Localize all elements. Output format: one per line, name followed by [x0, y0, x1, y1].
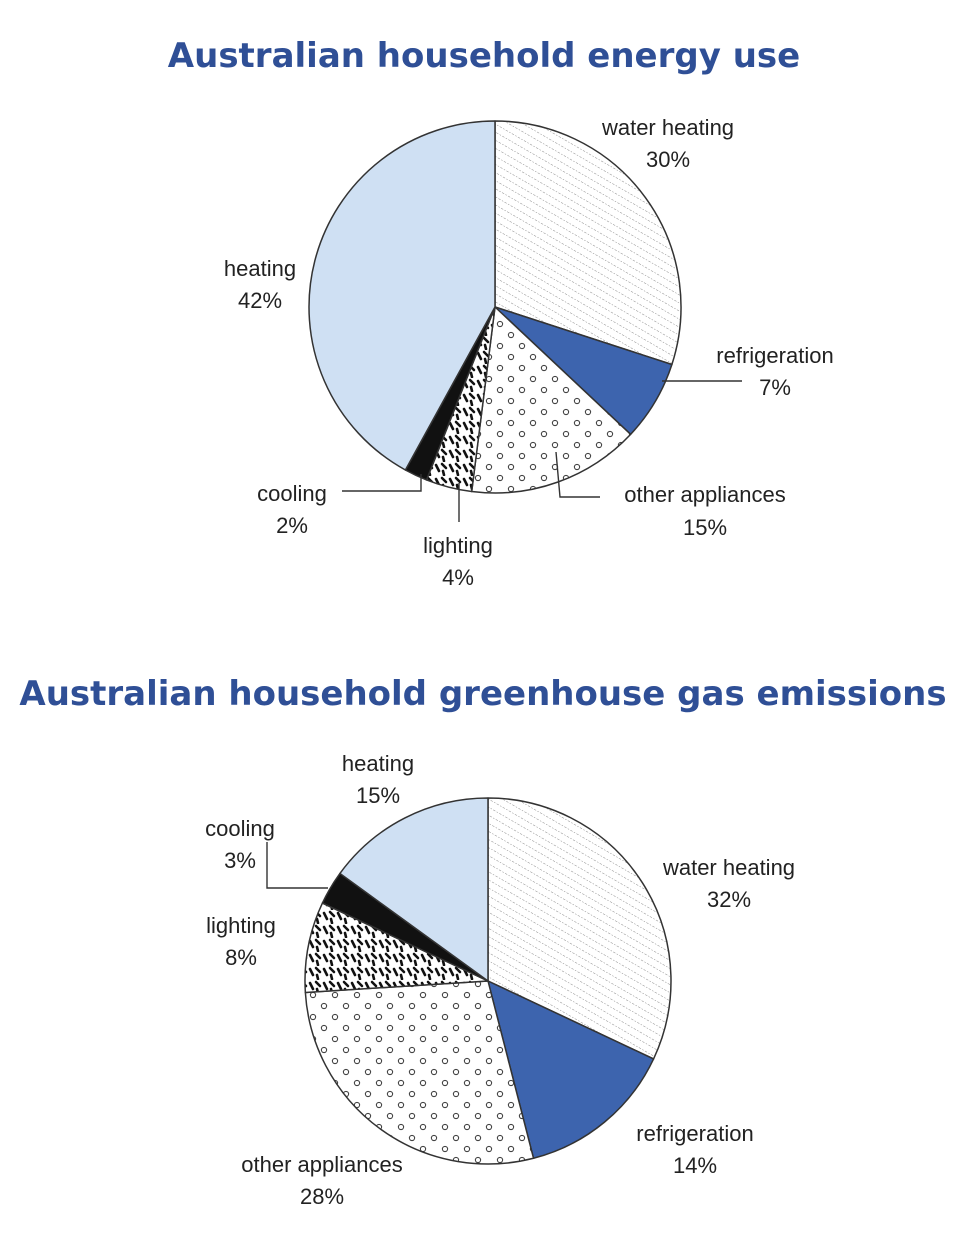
slice-label-water-heating: water heating: [662, 855, 795, 880]
chart-greenhouse-emissions: Australian household greenhouse gas emis…: [19, 674, 946, 1209]
slice-label-heating: heating: [342, 751, 414, 776]
slice-label-lighting: lighting: [206, 913, 276, 938]
pie-slice-heating: [308, 120, 496, 471]
slice-value-water-heating: 32%: [707, 887, 751, 912]
leader-line-cooling: [342, 474, 422, 492]
slice-value-water-heating: 30%: [646, 147, 690, 172]
slice-value-refrigeration: 14%: [673, 1153, 717, 1178]
pie-slice-other-appliances: [304, 980, 535, 1165]
slice-label-cooling: cooling: [205, 816, 275, 841]
pie-slice-lighting: [304, 902, 489, 994]
slice-label-other-appliances: other appliances: [241, 1152, 402, 1177]
slice-value-other-appliances: 28%: [300, 1184, 344, 1209]
slice-value-lighting: 4%: [442, 565, 474, 590]
chart-energy-use: Australian household energy use water he…: [168, 36, 834, 590]
slice-label-cooling: cooling: [257, 481, 327, 506]
slice-value-cooling: 2%: [276, 513, 308, 538]
slice-label-heating: heating: [224, 256, 296, 281]
slice-value-cooling: 3%: [224, 848, 256, 873]
pie-slice-water-heating: [487, 797, 672, 1060]
chart-title: Australian household greenhouse gas emis…: [19, 674, 946, 714]
slice-label-refrigeration: refrigeration: [636, 1121, 753, 1146]
slice-label-other-appliances: other appliances: [624, 482, 785, 507]
slice-value-other-appliances: 15%: [683, 515, 727, 540]
slice-label-lighting: lighting: [423, 533, 493, 558]
slice-label-refrigeration: refrigeration: [716, 343, 833, 368]
leader-line-cooling: [266, 842, 328, 889]
pie-energy-use: [308, 120, 682, 494]
slice-value-lighting: 8%: [225, 945, 257, 970]
slice-value-refrigeration: 7%: [759, 375, 791, 400]
pie-slice-water-heating: [494, 120, 682, 366]
leader-lines: [266, 842, 328, 889]
slice-label-water-heating: water heating: [601, 115, 734, 140]
chart-title: Australian household energy use: [168, 36, 800, 76]
leader-line-other-appliances: [555, 451, 600, 498]
slice-value-heating: 42%: [238, 288, 282, 313]
slice-value-heating: 15%: [356, 783, 400, 808]
pie-slice-refrigeration: [487, 980, 655, 1159]
pie-greenhouse-emissions: [304, 797, 672, 1165]
pie-slice-heating: [339, 797, 489, 982]
leader-lines: [342, 380, 742, 522]
